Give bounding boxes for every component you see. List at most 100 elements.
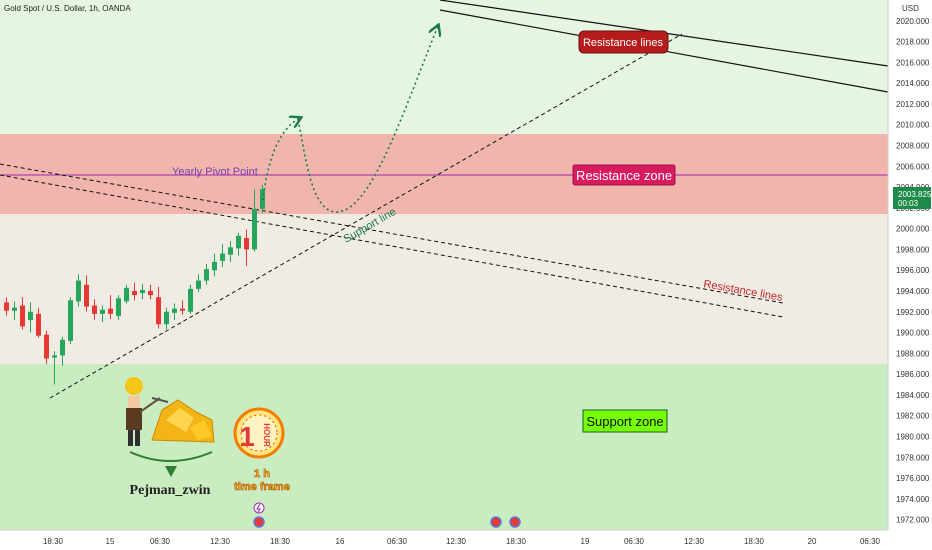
price-tick-label: 2014.000 bbox=[896, 79, 930, 88]
candle bbox=[180, 300, 185, 315]
candle-body bbox=[172, 308, 177, 313]
candle bbox=[220, 244, 225, 268]
candle bbox=[28, 302, 33, 333]
price-tick-label: 2012.000 bbox=[896, 100, 930, 109]
candle-body bbox=[188, 288, 193, 312]
price-tick-label: 1996.000 bbox=[896, 266, 930, 275]
time-tick-label: 18:30 bbox=[270, 537, 291, 546]
candle-body bbox=[68, 300, 73, 341]
candles bbox=[4, 184, 265, 385]
candle-body bbox=[244, 237, 249, 250]
candle-body bbox=[108, 308, 113, 314]
candle-body bbox=[60, 339, 65, 356]
lightning-event-icon[interactable] bbox=[253, 502, 265, 514]
candle bbox=[108, 295, 113, 320]
time-tick-label: 06:30 bbox=[860, 537, 881, 546]
price-tick-label: 1972.000 bbox=[896, 516, 930, 525]
gold-pile-icon bbox=[151, 399, 215, 443]
price-axis[interactable] bbox=[888, 0, 932, 550]
candle bbox=[100, 305, 105, 323]
candle bbox=[52, 351, 57, 385]
time-tick-label: 12:30 bbox=[684, 537, 705, 546]
candle bbox=[244, 229, 249, 267]
symbol-title: Gold Spot / U.S. Dollar, 1h, OANDA bbox=[4, 4, 131, 13]
candle-body bbox=[92, 305, 97, 314]
candle-body bbox=[116, 298, 121, 316]
time-tick-label: 18:30 bbox=[506, 537, 527, 546]
us-event-icon[interactable] bbox=[509, 516, 521, 528]
candle bbox=[140, 283, 145, 300]
support-zone-label-box bbox=[582, 409, 668, 433]
candle bbox=[44, 330, 49, 364]
price-tick-label: 1976.000 bbox=[896, 474, 930, 483]
projection-arrow-2 bbox=[297, 26, 438, 213]
candle-body bbox=[52, 355, 57, 358]
candle bbox=[124, 284, 129, 304]
time-tick-label: 06:30 bbox=[624, 537, 645, 546]
candle bbox=[132, 282, 137, 301]
candle-body bbox=[124, 287, 129, 302]
price-tick-label: 1978.000 bbox=[896, 453, 930, 462]
price-ticks: 2020.000 2018.000 2016.000 2014.000 2012.000… bbox=[896, 17, 930, 525]
candle-body bbox=[132, 290, 137, 296]
candle-body bbox=[252, 208, 257, 250]
candle bbox=[228, 241, 233, 262]
author-bracket bbox=[129, 451, 213, 462]
price-tick-label: 1986.000 bbox=[896, 370, 930, 379]
candle-body bbox=[212, 261, 217, 271]
current-price: 2003.825 bbox=[898, 190, 932, 199]
candle-body bbox=[44, 334, 49, 359]
resistance-zone bbox=[0, 134, 888, 214]
yearly-pivot-label: Yearly Pivot Point bbox=[172, 166, 258, 178]
support-line[interactable] bbox=[49, 33, 683, 399]
currency-label: USD bbox=[902, 4, 919, 13]
time-tick-label: 18:30 bbox=[744, 537, 765, 546]
timeframe-badge-text: HOUR bbox=[262, 423, 271, 447]
price-tick-label: 2020.000 bbox=[896, 17, 930, 26]
support-zone-label: Support zone bbox=[586, 414, 663, 429]
candle bbox=[68, 297, 73, 344]
candle-body bbox=[164, 311, 169, 325]
candle bbox=[36, 307, 41, 338]
resistance-zone-label-box bbox=[572, 164, 676, 186]
price-tick-label: 2018.000 bbox=[896, 38, 930, 47]
us-event-icon[interactable] bbox=[490, 516, 502, 528]
candle bbox=[20, 297, 25, 330]
candle bbox=[164, 307, 169, 330]
candle-body bbox=[4, 302, 9, 311]
author-name: Pejman_zwin bbox=[130, 483, 211, 498]
price-tick-label: 1982.000 bbox=[896, 412, 930, 421]
candle-countdown: 00:03 bbox=[898, 199, 919, 208]
time-tick-label: 18:30 bbox=[43, 537, 64, 546]
candle bbox=[196, 274, 201, 293]
neutral-band bbox=[0, 214, 888, 364]
price-tick-label: 2006.000 bbox=[896, 162, 930, 171]
candle-body bbox=[12, 307, 17, 311]
time-tick-label: 12:30 bbox=[446, 537, 467, 546]
price-tick-label: 2008.000 bbox=[896, 141, 930, 150]
candle bbox=[156, 286, 161, 329]
time-tick-label: 06:30 bbox=[387, 537, 408, 546]
us-event-icon[interactable] bbox=[253, 516, 265, 528]
candle-body bbox=[76, 280, 81, 302]
candle-body bbox=[156, 297, 161, 325]
candle-body bbox=[36, 313, 41, 336]
candle bbox=[188, 284, 193, 314]
time-tick-label: 20 bbox=[808, 537, 817, 546]
time-tick-label: 15 bbox=[106, 537, 115, 546]
candle-body bbox=[220, 253, 225, 261]
timeframe-caption-2: time frame bbox=[234, 481, 290, 493]
candle bbox=[4, 297, 9, 316]
price-tick-label: 1990.000 bbox=[896, 329, 930, 338]
time-axis[interactable] bbox=[0, 530, 932, 550]
price-tick-label: 1974.000 bbox=[896, 495, 930, 504]
candle-body bbox=[100, 309, 105, 314]
candle bbox=[116, 295, 121, 321]
author-arrow-icon bbox=[165, 466, 177, 477]
candle bbox=[84, 275, 89, 312]
current-price-tag bbox=[893, 187, 931, 209]
candle-body bbox=[84, 284, 89, 307]
resistance-lines-label-box bbox=[578, 30, 669, 54]
candle bbox=[76, 274, 81, 307]
